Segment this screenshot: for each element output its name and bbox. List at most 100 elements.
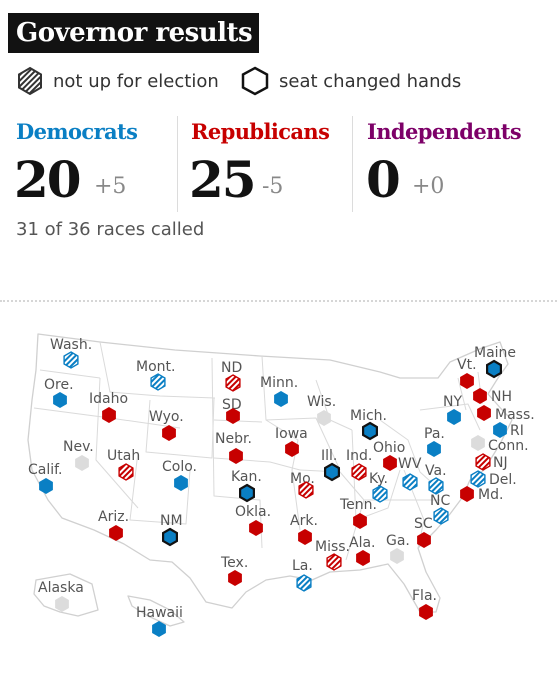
state-label-va: Va.	[425, 463, 447, 479]
state-label-colo: Colo.	[162, 459, 197, 475]
state-marker-iowa[interactable]	[285, 441, 299, 457]
state-marker-ky[interactable]	[372, 485, 388, 503]
state-label-iowa: Iowa	[275, 426, 308, 442]
state-marker-utah[interactable]	[118, 463, 134, 481]
state-marker-ind[interactable]	[351, 463, 367, 481]
state-label-nh: NH	[491, 389, 512, 405]
state-label-ill: Ill.	[321, 448, 337, 464]
state-marker-fla[interactable]	[419, 604, 433, 620]
state-marker-pa[interactable]	[427, 441, 441, 457]
state-label-ky: Ky.	[369, 471, 388, 487]
state-marker-conn[interactable]	[471, 435, 485, 451]
state-label-la: La.	[292, 558, 313, 574]
state-marker-ariz[interactable]	[109, 525, 123, 541]
title-background	[8, 13, 259, 53]
state-label-wyo: Wyo.	[149, 409, 184, 425]
state-label-mich: Mich.	[350, 408, 387, 424]
state-markers: Wash. Ore. Calif.Nev. Idaho Utah Ariz. Mont. Wy…	[28, 337, 535, 637]
state-label-ri: RI	[510, 423, 524, 439]
state-marker-sc[interactable]	[417, 532, 431, 548]
state-marker-miss[interactable]	[326, 553, 342, 571]
party-change-democrats: +5	[94, 174, 127, 199]
state-marker-idaho[interactable]	[102, 407, 116, 423]
state-marker-ny[interactable]	[447, 409, 461, 425]
legend-not-up: not up for election	[16, 66, 219, 96]
state-marker-vt[interactable]	[460, 373, 474, 389]
party-name: Independents	[367, 119, 522, 144]
party-name: Republicans	[191, 119, 330, 144]
state-marker-mo[interactable]	[298, 481, 314, 499]
state-marker-calif[interactable]	[39, 478, 53, 494]
state-label-sd: SD	[222, 397, 242, 413]
state-marker-nebr[interactable]	[229, 448, 243, 464]
state-marker-md[interactable]	[460, 486, 474, 502]
state-marker-nev[interactable]	[75, 455, 89, 471]
state-marker-nm[interactable]	[162, 527, 178, 547]
state-marker-alaska[interactable]	[55, 596, 69, 612]
us-mainland-outline	[27, 333, 513, 613]
state-marker-ark[interactable]	[298, 529, 312, 545]
state-marker-ala[interactable]	[356, 550, 370, 566]
state-label-ga: Ga.	[386, 533, 410, 549]
state-marker-okla[interactable]	[249, 520, 263, 536]
state-marker-la[interactable]	[296, 574, 312, 592]
party-name: Democrats	[16, 119, 138, 144]
state-marker-nc[interactable]	[433, 507, 449, 525]
state-label-kan: Kan.	[231, 469, 262, 485]
party-divider	[352, 116, 353, 212]
state-marker-tex[interactable]	[228, 570, 242, 586]
alaska-outline	[33, 573, 99, 617]
state-marker-nd[interactable]	[225, 374, 241, 392]
state-marker-ore[interactable]	[53, 392, 67, 408]
state-label-hawaii: Hawaii	[136, 605, 183, 621]
state-marker-va[interactable]	[428, 477, 444, 495]
state-label-ohio: Ohio	[373, 440, 405, 456]
state-marker-tenn[interactable]	[353, 513, 367, 529]
state-marker-kan[interactable]	[239, 483, 255, 503]
party-democrats: Democrats	[16, 117, 138, 147]
state-marker-minn[interactable]	[274, 391, 288, 407]
state-marker-mich[interactable]	[362, 421, 378, 441]
state-marker-del[interactable]	[470, 470, 486, 488]
state-label-maine: Maine	[474, 345, 516, 361]
legend-not-up-label: not up for election	[53, 70, 219, 92]
state-marker-mass[interactable]	[477, 405, 491, 421]
hatched-hexagon-icon	[18, 66, 42, 96]
party-count-independents: 0	[366, 150, 401, 209]
state-marker-ga[interactable]	[390, 548, 404, 564]
state-label-tex: Tex.	[220, 555, 248, 571]
state-label-miss: Miss.	[315, 539, 350, 555]
state-marker-mont[interactable]	[150, 373, 166, 391]
state-label-tenn: Tenn.	[339, 497, 377, 513]
state-label-mass: Mass.	[495, 407, 535, 423]
state-marker-ohio[interactable]	[383, 455, 397, 471]
state-marker-ri[interactable]	[493, 422, 507, 438]
state-marker-ill[interactable]	[324, 462, 340, 482]
state-marker-wyo[interactable]	[162, 425, 176, 441]
legend-changed: seat changed hands	[240, 66, 461, 96]
state-marker-wash[interactable]	[63, 351, 79, 369]
state-label-ore: Ore.	[44, 377, 74, 393]
state-label-okla: Okla.	[235, 504, 271, 520]
state-marker-wis[interactable]	[317, 410, 331, 426]
state-label-md: Md.	[478, 487, 503, 503]
state-marker-colo[interactable]	[174, 475, 188, 491]
party-count-democrats: 20	[14, 150, 82, 209]
state-marker-nj[interactable]	[475, 453, 491, 471]
state-marker-wv[interactable]	[402, 473, 418, 491]
legend-changed-label: seat changed hands	[279, 70, 462, 92]
state-label-alaska: Alaska	[38, 580, 84, 596]
state-label-ny: NY	[443, 394, 462, 410]
state-label-ariz: Ariz.	[98, 509, 129, 525]
state-marker-maine[interactable]	[486, 359, 502, 379]
state-label-nj: NJ	[493, 455, 508, 471]
state-marker-nh[interactable]	[473, 388, 487, 404]
state-label-wash: Wash.	[50, 337, 92, 353]
outline-hexagon-icon	[241, 66, 269, 96]
state-marker-hawaii[interactable]	[152, 621, 166, 637]
page-title: Governor results	[16, 18, 253, 48]
state-marker-sd[interactable]	[226, 408, 240, 424]
state-label-minn: Minn.	[260, 375, 298, 391]
state-label-nc: NC	[430, 493, 450, 509]
state-label-ind: Ind.	[346, 448, 372, 464]
